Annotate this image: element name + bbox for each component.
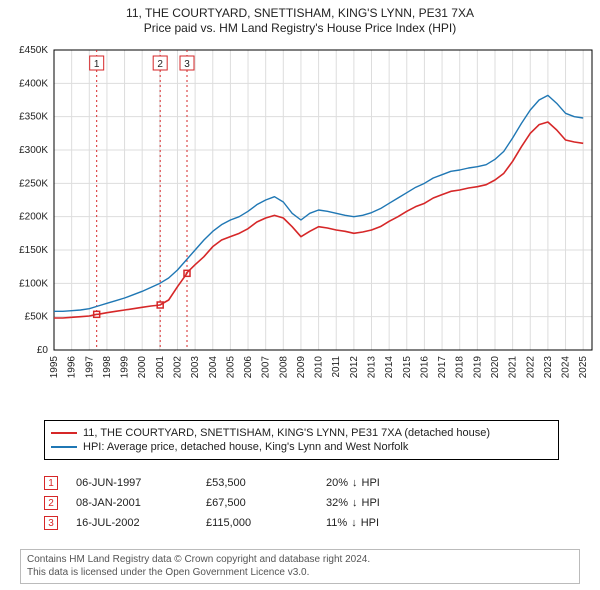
event-row: 1 06-JUN-1997£53,50020% ↓ HPI (44, 476, 559, 490)
svg-text:2013: 2013 (367, 356, 378, 379)
svg-text:2008: 2008 (278, 356, 289, 379)
page: 11, THE COURTYARD, SNETTISHAM, KING'S LY… (0, 0, 600, 590)
svg-text:2007: 2007 (261, 356, 272, 379)
svg-text:2022: 2022 (525, 356, 536, 379)
svg-text:2018: 2018 (455, 356, 466, 379)
svg-text:£0: £0 (37, 345, 49, 356)
event-marker: 2 (44, 496, 58, 510)
footer-attribution: Contains HM Land Registry data © Crown c… (20, 549, 580, 584)
svg-text:£200K: £200K (19, 212, 48, 223)
footer-line-1: Contains HM Land Registry data © Crown c… (27, 554, 573, 567)
svg-text:2023: 2023 (543, 356, 554, 379)
legend-label: HPI: Average price, detached house, King… (83, 441, 408, 453)
svg-text:£150K: £150K (19, 245, 48, 256)
footer-line-2: This data is licensed under the Open Gov… (27, 567, 573, 580)
svg-text:2005: 2005 (225, 356, 236, 379)
svg-text:2011: 2011 (331, 356, 342, 378)
legend-swatch (51, 432, 77, 434)
svg-text:£400K: £400K (19, 78, 48, 89)
event-diff: 20% ↓ HPI (326, 477, 380, 489)
event-pct: 32% (326, 497, 348, 509)
svg-text:2002: 2002 (172, 356, 183, 379)
event-hpi-label: HPI (362, 497, 380, 509)
chart-svg: £0 £50K £100K £150K £200K £250K £300K £350K £400… (0, 42, 600, 412)
svg-text:£350K: £350K (19, 112, 48, 123)
svg-text:2009: 2009 (296, 356, 307, 379)
svg-text:2015: 2015 (402, 356, 413, 379)
down-arrow-icon: ↓ (352, 497, 358, 509)
svg-text:1: 1 (94, 59, 100, 70)
svg-text:2: 2 (157, 59, 163, 70)
svg-text:2017: 2017 (437, 356, 448, 379)
event-marker: 1 (44, 476, 58, 490)
svg-text:£300K: £300K (19, 145, 48, 156)
event-price: £115,000 (206, 517, 326, 529)
svg-text:1995: 1995 (49, 356, 60, 379)
svg-text:£100K: £100K (19, 278, 48, 289)
svg-text:2000: 2000 (137, 356, 148, 379)
event-price: £53,500 (206, 477, 326, 489)
event-hpi-label: HPI (362, 477, 380, 489)
event-diff: 32% ↓ HPI (326, 497, 380, 509)
event-hpi-label: HPI (361, 517, 379, 529)
svg-text:2019: 2019 (472, 356, 483, 379)
event-row: 2 08-JAN-2001£67,50032% ↓ HPI (44, 496, 559, 510)
svg-text:1997: 1997 (84, 356, 95, 379)
svg-text:2003: 2003 (190, 356, 201, 379)
svg-text:2006: 2006 (243, 356, 254, 379)
svg-text:2001: 2001 (155, 356, 166, 379)
event-date: 06-JUN-1997 (76, 477, 206, 489)
svg-text:2025: 2025 (578, 356, 589, 379)
svg-text:3: 3 (184, 59, 190, 70)
event-date: 08-JAN-2001 (76, 497, 206, 509)
svg-text:2024: 2024 (561, 356, 572, 379)
legend-row: HPI: Average price, detached house, King… (51, 441, 552, 453)
title-line-1: 11, THE COURTYARD, SNETTISHAM, KING'S LY… (0, 6, 600, 21)
svg-text:2020: 2020 (490, 356, 501, 379)
legend: 11, THE COURTYARD, SNETTISHAM, KING'S LY… (44, 420, 559, 460)
svg-text:2004: 2004 (208, 356, 219, 379)
event-diff: 11% ↓ HPI (326, 517, 379, 529)
down-arrow-icon: ↓ (351, 517, 357, 529)
svg-text:2016: 2016 (419, 356, 430, 379)
event-row: 3 16-JUL-2002£115,00011% ↓ HPI (44, 516, 559, 530)
event-pct: 11% (326, 517, 347, 529)
svg-text:2021: 2021 (508, 356, 519, 379)
event-price: £67,500 (206, 497, 326, 509)
svg-text:2014: 2014 (384, 356, 395, 379)
svg-text:1999: 1999 (120, 356, 131, 379)
legend-swatch (51, 446, 77, 448)
legend-row: 11, THE COURTYARD, SNETTISHAM, KING'S LY… (51, 427, 552, 439)
chart-titles: 11, THE COURTYARD, SNETTISHAM, KING'S LY… (0, 0, 600, 36)
event-date: 16-JUL-2002 (76, 517, 206, 529)
svg-text:1996: 1996 (67, 356, 78, 379)
down-arrow-icon: ↓ (352, 477, 358, 489)
svg-text:£50K: £50K (25, 312, 49, 323)
svg-text:2010: 2010 (314, 356, 325, 379)
title-line-2: Price paid vs. HM Land Registry's House … (0, 21, 600, 36)
svg-text:£450K: £450K (19, 45, 48, 56)
event-marker: 3 (44, 516, 58, 530)
svg-text:2012: 2012 (349, 356, 360, 379)
price-chart: £0 £50K £100K £150K £200K £250K £300K £350K £400… (0, 42, 600, 412)
legend-label: 11, THE COURTYARD, SNETTISHAM, KING'S LY… (83, 427, 490, 439)
svg-text:£250K: £250K (19, 178, 48, 189)
event-pct: 20% (326, 477, 348, 489)
events-table: 106-JUN-1997£53,50020%↓HPI208-JAN-2001£6… (44, 470, 559, 536)
svg-text:1998: 1998 (102, 356, 113, 379)
